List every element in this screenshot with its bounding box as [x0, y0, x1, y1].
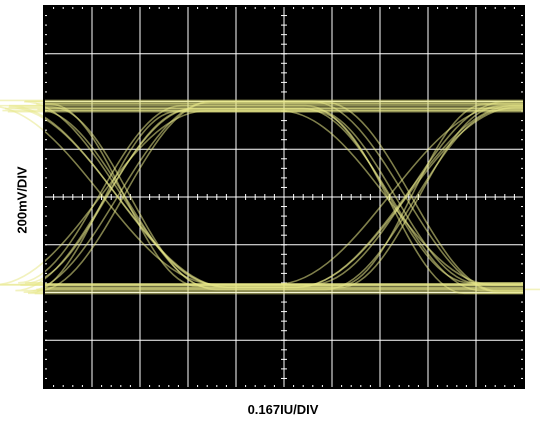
y-axis-label: 200mV/DIV — [14, 166, 30, 234]
eye-pattern — [0, 99, 540, 295]
scope-border — [43, 5, 525, 389]
x-axis-label: 0.167IU/DIV — [247, 402, 319, 417]
eye-trace — [0, 110, 524, 286]
oscilloscope-display — [0, 5, 540, 389]
